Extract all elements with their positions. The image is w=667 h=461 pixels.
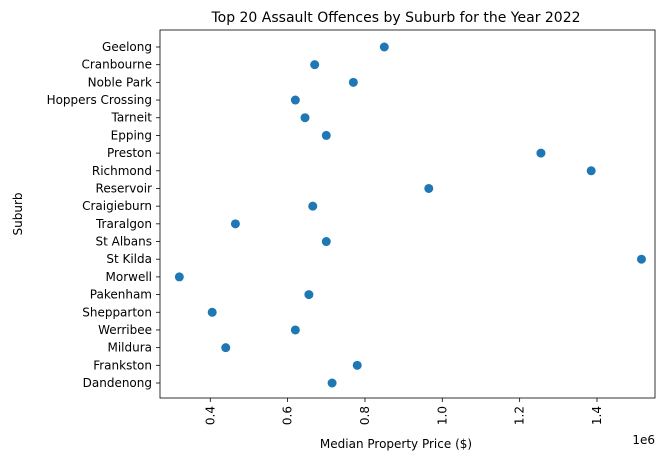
data-point bbox=[221, 343, 231, 353]
chart-title: Top 20 Assault Offences by Suburb for th… bbox=[210, 10, 580, 26]
y-tick-label: Hoppers Crossing bbox=[47, 93, 152, 107]
y-tick-label: Frankston bbox=[93, 358, 152, 372]
y-tick-label: Craigieburn bbox=[82, 199, 152, 213]
y-tick-label: Richmond bbox=[92, 164, 152, 178]
data-point bbox=[290, 325, 300, 335]
y-tick-label: Noble Park bbox=[88, 75, 152, 89]
data-point bbox=[636, 254, 646, 264]
data-point bbox=[230, 219, 240, 229]
plot-area bbox=[159, 29, 656, 399]
data-point bbox=[321, 237, 331, 247]
x-tick-label: 1.0 bbox=[435, 406, 449, 425]
y-tick-label: Mildura bbox=[107, 341, 152, 355]
x-tick-label: 1.4 bbox=[590, 406, 604, 425]
y-tick-label: Tarneit bbox=[111, 111, 153, 125]
y-tick-label: Pakenham bbox=[90, 288, 152, 302]
data-point bbox=[207, 307, 217, 317]
data-point bbox=[304, 290, 314, 300]
x-tick-label: 0.8 bbox=[358, 406, 372, 425]
data-point bbox=[352, 360, 362, 370]
data-point bbox=[321, 130, 331, 140]
data-point bbox=[290, 95, 300, 105]
x-tick-label: 0.6 bbox=[281, 406, 295, 425]
y-tick-label: St Albans bbox=[95, 235, 152, 249]
y-tick-label: Morwell bbox=[106, 270, 153, 284]
x-axis-label: Median Property Price ($) bbox=[320, 437, 472, 451]
data-point bbox=[327, 378, 337, 388]
y-tick-label: Reservoir bbox=[96, 181, 153, 195]
y-tick-label: Traralgon bbox=[95, 217, 152, 231]
data-point bbox=[310, 60, 320, 70]
y-tick-label: Geelong bbox=[102, 40, 152, 54]
x-tick-label: 0.4 bbox=[203, 406, 217, 425]
y-tick-label: Epping bbox=[111, 128, 152, 142]
y-tick-label: St Kilda bbox=[106, 252, 152, 266]
y-axis-label: Suburb bbox=[11, 193, 25, 236]
data-point bbox=[308, 201, 318, 211]
y-tick-label: Cranbourne bbox=[81, 58, 152, 72]
x-axis: 0.4 0.6 0.8 1.0 1.2 1.4 bbox=[203, 398, 604, 425]
x-tick-label: 1.2 bbox=[513, 406, 527, 425]
data-point bbox=[174, 272, 184, 282]
data-point bbox=[348, 77, 358, 87]
data-point bbox=[379, 42, 389, 52]
y-tick-label: Dandenong bbox=[83, 376, 152, 390]
data-points bbox=[174, 42, 646, 388]
data-point bbox=[536, 148, 546, 158]
y-tick-label: Preston bbox=[107, 146, 152, 160]
y-tick-label: Shepparton bbox=[82, 305, 152, 319]
y-tick-label: Werribee bbox=[98, 323, 152, 337]
data-point bbox=[586, 166, 596, 176]
y-axis: Geelong Cranbourne Noble Park Hoppers Cross… bbox=[47, 40, 160, 390]
data-point bbox=[300, 113, 310, 123]
x-offset-text: 1e6 bbox=[632, 433, 655, 447]
data-point bbox=[424, 183, 434, 193]
